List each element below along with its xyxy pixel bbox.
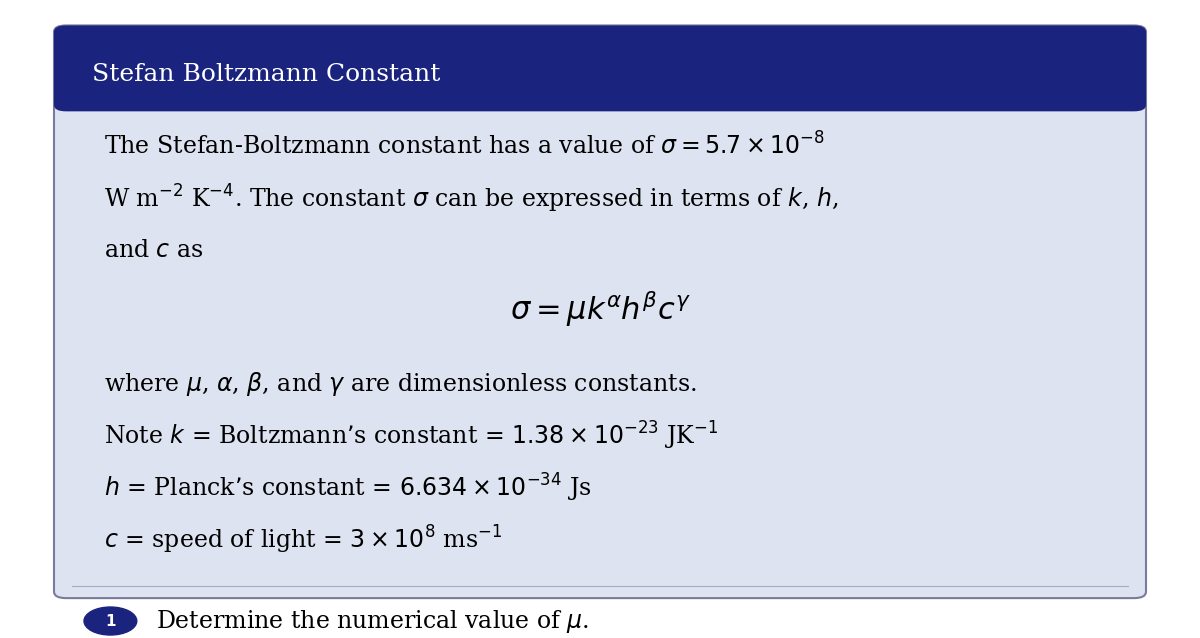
Text: Stefan Boltzmann Constant: Stefan Boltzmann Constant xyxy=(92,63,440,85)
Text: The Stefan-Boltzmann constant has a value of $\sigma = 5.7 \times 10^{-8}$: The Stefan-Boltzmann constant has a valu… xyxy=(104,133,826,160)
FancyBboxPatch shape xyxy=(54,26,1146,598)
Bar xyxy=(66,68,1134,105)
Text: $\sigma = \mu k^{\alpha} h^{\beta} c^{\gamma}$: $\sigma = \mu k^{\alpha} h^{\beta} c^{\g… xyxy=(510,290,690,329)
Text: W m$^{-2}$ K$^{-4}$. The constant $\sigma$ can be expressed in terms of $k$, $h$: W m$^{-2}$ K$^{-4}$. The constant $\sigm… xyxy=(104,182,839,214)
FancyBboxPatch shape xyxy=(54,26,1146,112)
Text: Determine the numerical value of $\mu$.: Determine the numerical value of $\mu$. xyxy=(156,607,589,635)
Text: and $c$ as: and $c$ as xyxy=(104,239,204,262)
Circle shape xyxy=(84,607,137,635)
Text: where $\mu$, $\alpha$, $\beta$, and $\gamma$ are dimensionless constants.: where $\mu$, $\alpha$, $\beta$, and $\ga… xyxy=(104,369,697,397)
Text: Note $k$ = Boltzmann’s constant = $1.38 \times 10^{-23}$ JK$^{-1}$: Note $k$ = Boltzmann’s constant = $1.38 … xyxy=(104,420,719,452)
Text: $c$ = speed of light = $3 \times 10^{8}$ ms$^{-1}$: $c$ = speed of light = $3 \times 10^{8}$… xyxy=(104,524,503,556)
Text: 1: 1 xyxy=(106,614,115,628)
Text: $h$ = Planck’s constant = $6.634 \times 10^{-34}$ Js: $h$ = Planck’s constant = $6.634 \times … xyxy=(104,472,592,504)
